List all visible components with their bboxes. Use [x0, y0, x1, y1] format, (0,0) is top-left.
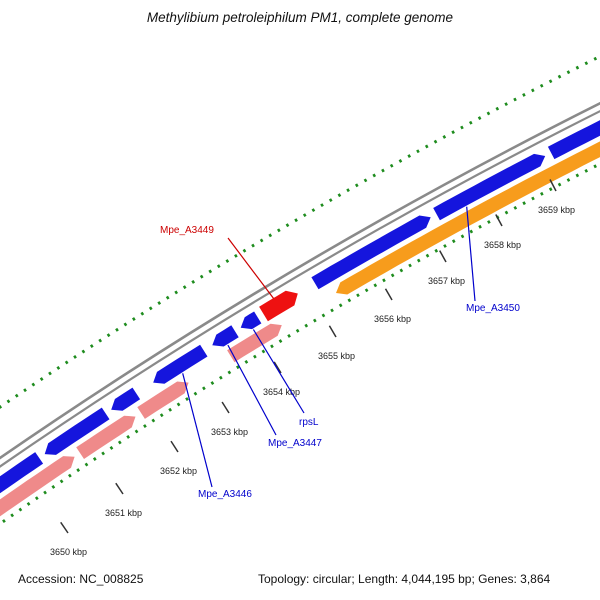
page-title: Methylibium petroleiphilum PM1, complete… [146, 10, 454, 25]
gene-arrow-cds-g[interactable] [76, 415, 136, 459]
gene-arrow-cds-j[interactable] [336, 81, 600, 295]
ruler-tick-label: 3658 kbp [484, 240, 521, 250]
ruler-tick-label: 3651 kbp [105, 508, 142, 518]
ruler-tick-label: 3652 kbp [160, 466, 197, 476]
feature-dots-inner-arc [0, 162, 600, 526]
gene-arrow-cds-h[interactable] [137, 381, 189, 419]
gene-label-text[interactable]: Mpe_A3450 [466, 303, 520, 314]
gene-arrow-rpsL[interactable] [240, 311, 262, 330]
gene-label-text[interactable]: Mpe_A3446 [198, 489, 252, 500]
gene-arrow-Mpe_A3450[interactable] [433, 153, 546, 221]
ruler-tick-label: 3659 kbp [538, 205, 575, 215]
ruler-tick [170, 440, 179, 453]
gene-label-leader-line [227, 344, 277, 436]
ruler-tick-label: 3654 kbp [263, 387, 300, 397]
gene-label-Mpe_A3450[interactable]: Mpe_A3450 [466, 206, 520, 314]
gene-label-Mpe_A3447[interactable]: Mpe_A3447 [227, 344, 322, 449]
ruler-tick-label: 3653 kbp [211, 427, 248, 437]
gene-arrow-cds-c[interactable] [111, 387, 141, 411]
gene-label-Mpe_A3449[interactable]: Mpe_A3449 [160, 225, 275, 299]
gene-arrow-cds-e[interactable] [547, 76, 600, 160]
gene-label-text[interactable]: Mpe_A3449 [160, 225, 214, 236]
status-bar: Accession: NC_008825 Topology: circular;… [0, 572, 600, 594]
gene-label-leader-line [252, 329, 305, 414]
gene-arrow-cds-f[interactable] [0, 456, 75, 530]
gene-label-text[interactable]: Mpe_A3447 [268, 438, 322, 449]
ruler-tick [439, 250, 447, 263]
gene-label-Mpe_A3446[interactable]: Mpe_A3446 [182, 373, 253, 500]
gene-label-leader-line [227, 237, 275, 299]
ruler-tick-label: 3650 kbp [50, 547, 87, 557]
status-summary: Topology: circular; Length: 4,044,195 bp… [258, 572, 551, 586]
gene-label-leader-line [466, 206, 476, 302]
gene-arrow-cds-b[interactable] [44, 407, 110, 455]
ruler-tick-label: 3655 kbp [318, 351, 355, 361]
gene-arrow-cds-a[interactable] [0, 452, 44, 502]
ruler-tick [60, 521, 69, 534]
gene-arrow-cds-i[interactable] [227, 323, 282, 363]
ruler-tick-label: 3657 kbp [428, 276, 465, 286]
gene-arrow-Mpe_A3446[interactable] [153, 344, 208, 384]
ruler-tick [115, 482, 124, 495]
ruler-tick [549, 179, 557, 192]
gene-arrow-Mpe_A3447[interactable] [212, 325, 239, 347]
genome-backbone-inner-arc [0, 110, 600, 468]
gene-label-rpsL[interactable]: rpsL [252, 329, 319, 429]
genome-backbone-outer-arc [0, 101, 600, 460]
feature-dots-outer-arc [0, 54, 600, 409]
ruler-tick [273, 361, 282, 374]
ruler-tick-label: 3656 kbp [374, 314, 411, 324]
gene-arrow-Mpe_A3449[interactable] [259, 290, 298, 322]
gene-arrow-cds-d[interactable] [311, 215, 431, 290]
ruler-tick [495, 214, 503, 227]
gene-label-leader-line [182, 373, 213, 488]
ruler-tick [221, 401, 230, 414]
ruler-tick [384, 288, 393, 301]
ruler-tick [328, 325, 337, 338]
status-accession: Accession: NC_008825 [18, 572, 144, 586]
gene-label-text[interactable]: rpsL [299, 417, 319, 428]
